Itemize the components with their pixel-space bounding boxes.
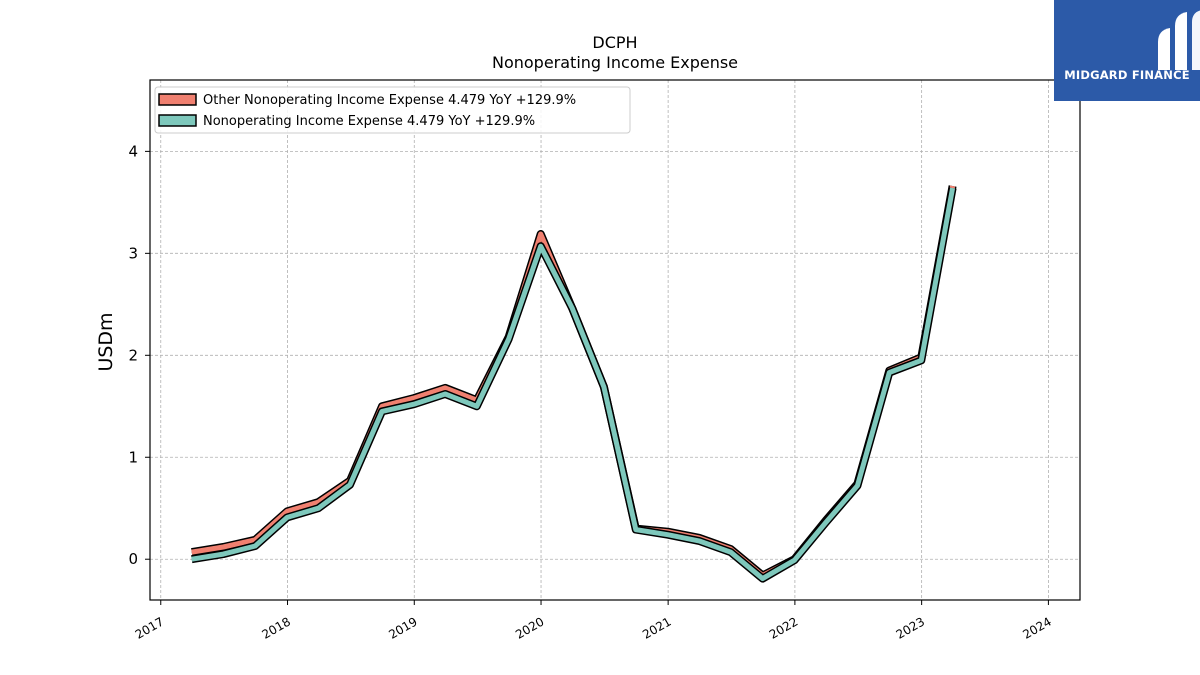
series-line-outline-2 bbox=[191, 187, 957, 583]
x-tick-label: 2024 bbox=[1020, 614, 1053, 641]
chart-subtitle: Nonoperating Income Expense bbox=[492, 53, 738, 72]
y-axis-label: USDm bbox=[95, 312, 117, 371]
logo: MIDGARD FINANCE bbox=[1054, 0, 1200, 101]
y-tick-label: 3 bbox=[128, 244, 138, 262]
legend-swatch-1 bbox=[158, 93, 197, 106]
x-tick-label: 2022 bbox=[767, 614, 800, 641]
x-tick-label: 2018 bbox=[260, 614, 293, 641]
series-line-1 bbox=[191, 185, 956, 578]
x-tick-label: 2023 bbox=[894, 614, 927, 641]
logo-text: MIDGARD FINANCE bbox=[1064, 68, 1190, 82]
series-line-2 bbox=[191, 187, 956, 582]
x-tick-label: 2017 bbox=[133, 614, 166, 641]
chart-title: DCPH bbox=[592, 33, 637, 52]
plot-frame bbox=[149, 79, 1081, 601]
y-tick-label: 4 bbox=[128, 142, 138, 160]
series-group bbox=[191, 185, 957, 583]
x-tick-label: 2021 bbox=[640, 614, 673, 641]
y-tick-label: 0 bbox=[128, 550, 138, 568]
series-line-outline-1 bbox=[191, 185, 957, 580]
midgard-logo-icon bbox=[1158, 10, 1200, 70]
x-tick-label: 2019 bbox=[386, 614, 419, 641]
legend-label-1: Other Nonoperating Income Expense 4.479 … bbox=[203, 93, 576, 108]
legend: Other Nonoperating Income Expense 4.479 … bbox=[154, 86, 631, 134]
y-tick-label: 2 bbox=[128, 346, 138, 364]
y-tick-label: 1 bbox=[128, 448, 138, 466]
legend-label-2: Nonoperating Income Expense 4.479 YoY +1… bbox=[203, 114, 535, 129]
axes: 0 1 2 3 4 2017 2018 2019 2020 2021 2022 2023 2024 bbox=[128, 79, 1081, 642]
grid bbox=[150, 80, 1080, 600]
legend-swatch-2 bbox=[158, 114, 197, 127]
legend-box bbox=[154, 86, 631, 134]
x-tick-label: 2020 bbox=[513, 614, 546, 641]
